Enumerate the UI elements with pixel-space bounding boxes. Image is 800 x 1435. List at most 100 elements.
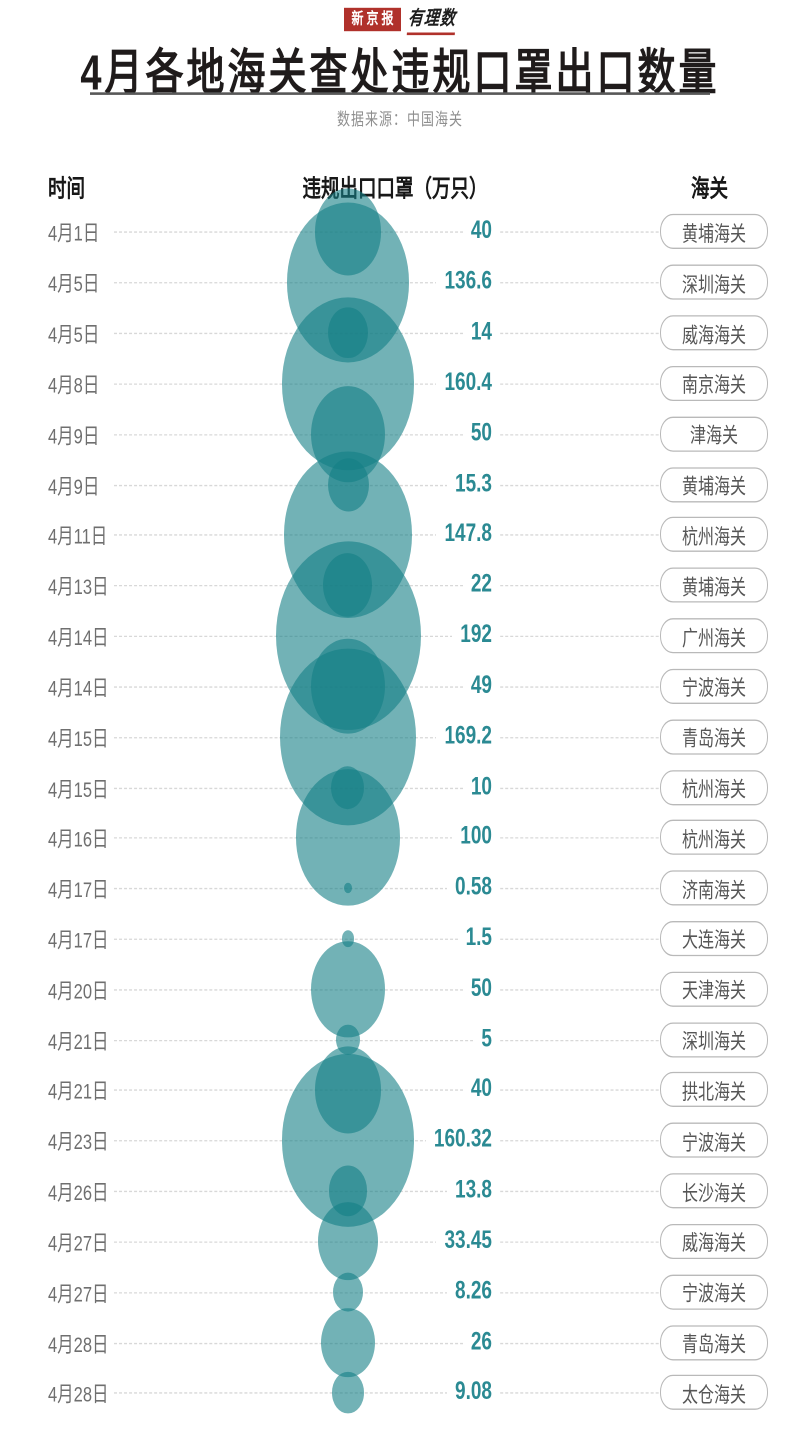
row-date: 4月11日	[48, 525, 108, 550]
customs-pill: 津海关	[660, 416, 768, 452]
bubble	[317, 1201, 379, 1281]
customs-pill: 太仓海关	[660, 1375, 768, 1411]
row-value: 1.5	[457, 924, 500, 953]
column-header-customs: 海关	[691, 174, 729, 202]
data-source: 数据来源：中国海关	[336, 109, 463, 129]
bubble	[332, 1372, 364, 1414]
row-dashed-line	[114, 1190, 764, 1193]
row-date: 4月28日	[48, 1383, 109, 1408]
row-date: 4月23日	[48, 1131, 109, 1155]
row-dashed-line	[114, 1291, 764, 1294]
customs-pill: 天津海关	[660, 971, 768, 1007]
row-date: 4月20日	[48, 979, 109, 1004]
customs-pill: 南京海关	[660, 365, 768, 401]
row-value: 160.4	[436, 369, 500, 398]
table-row: 4月9日 50 津海关	[0, 385, 800, 482]
customs-pill: 宁波海关	[660, 1274, 768, 1310]
customs-pill: 长沙海关	[660, 1173, 768, 1209]
bubble	[311, 940, 385, 1038]
table-row: 4月20日 50 天津海关	[0, 940, 800, 1038]
row-date: 4月17日	[48, 929, 109, 953]
bubble	[333, 1272, 364, 1312]
row-date: 4月9日	[48, 475, 100, 499]
xinjingbao-logo: 新京报	[344, 8, 401, 31]
row-value: 0.58	[447, 873, 500, 903]
customs-pill: 威海海关	[660, 1223, 768, 1259]
customs-pill: 深圳海关	[660, 264, 768, 301]
row-value: 33.45	[436, 1227, 500, 1256]
row-dashed-line	[114, 989, 764, 991]
row-value: 40	[462, 217, 500, 247]
row-value: 50	[462, 974, 500, 1004]
customs-pill: 宁波海关	[660, 1122, 768, 1158]
row-dashed-line	[114, 585, 764, 587]
row-dashed-line	[114, 332, 764, 335]
row-date: 4月28日	[48, 1333, 109, 1357]
table-row: 4月8日 160.4 南京海关	[0, 297, 800, 470]
table-row: 4月16日 100 杭州海关	[0, 769, 800, 906]
row-date: 4月9日	[48, 424, 100, 449]
row-value: 136.6	[436, 268, 500, 297]
table-row: 4月27日 8.26 宁波海关	[0, 1267, 800, 1317]
table-row: 4月14日 192 广州海关	[0, 541, 800, 731]
row-date: 4月16日	[48, 828, 109, 852]
row-value: 49	[462, 671, 500, 701]
title-divider	[90, 92, 710, 95]
row-dashed-line	[114, 686, 764, 688]
customs-pill: 黄埔海关	[660, 567, 768, 603]
table-row: 4月28日 26 青岛海关	[0, 1307, 800, 1377]
row-dashed-line	[114, 1392, 764, 1395]
customs-pill: 大连海关	[660, 921, 768, 957]
customs-pill: 杭州海关	[660, 820, 768, 856]
row-dashed-line	[114, 888, 764, 890]
row-date: 4月26日	[48, 1181, 109, 1206]
page-title: 4月各地海关查处违规口罩出口数量	[80, 46, 720, 102]
row-dashed-line	[114, 1089, 764, 1092]
row-dashed-line	[114, 787, 764, 789]
row-value: 160.32	[425, 1126, 500, 1155]
row-value: 26	[462, 1327, 500, 1357]
row-date: 4月21日	[48, 1080, 109, 1105]
row-value: 5	[473, 1025, 500, 1054]
masthead: 新京报 有理数	[0, 3, 800, 36]
row-date: 4月27日	[48, 1232, 109, 1256]
row-value: 9.08	[447, 1378, 500, 1408]
bubble	[321, 1307, 375, 1377]
table-row: 4月5日 136.6 深圳海关	[0, 202, 800, 363]
row-date: 4月15日	[48, 778, 109, 802]
customs-pill: 深圳海关	[660, 1021, 768, 1058]
customs-pill: 拱北海关	[660, 1072, 768, 1108]
row-date: 4月27日	[48, 1282, 109, 1307]
row-value: 147.8	[436, 520, 500, 550]
row-date: 4月17日	[48, 879, 109, 903]
table-row: 4月23日 160.32 宁波海关	[0, 1054, 800, 1227]
row-dashed-line	[114, 1039, 764, 1041]
row-dashed-line	[114, 635, 764, 638]
table-row: 4月17日 0.58 济南海关	[0, 863, 800, 913]
column-header-time: 时间	[48, 174, 86, 202]
customs-pill: 青岛海关	[660, 719, 768, 755]
customs-pill: 黄埔海关	[660, 214, 768, 250]
row-value: 8.26	[447, 1277, 500, 1307]
row-value: 169.2	[436, 722, 500, 751]
row-dashed-line	[114, 938, 764, 940]
row-date: 4月13日	[48, 576, 109, 600]
row-date: 4月5日	[48, 323, 100, 348]
table-row: 4月15日 169.2 青岛海关	[0, 648, 800, 826]
row-date: 4月14日	[48, 626, 109, 651]
row-value: 14	[462, 318, 500, 348]
table-row: 4月28日 9.08 太仓海关	[0, 1368, 800, 1418]
row-dashed-line	[114, 484, 764, 486]
customs-pill: 威海海关	[660, 315, 768, 351]
customs-pill: 广州海关	[660, 618, 768, 654]
row-value: 192	[452, 621, 500, 651]
customs-pill: 杭州海关	[660, 517, 768, 553]
customs-pill: 宁波海关	[660, 668, 768, 704]
customs-pill: 黄埔海关	[660, 466, 768, 502]
row-dashed-line	[114, 433, 764, 436]
row-value: 50	[462, 419, 500, 449]
bubble	[344, 882, 352, 894]
column-header-value: 违规出口口罩（万只）	[302, 174, 488, 202]
table-row: 4月11日 147.8 杭州海关	[0, 452, 800, 618]
